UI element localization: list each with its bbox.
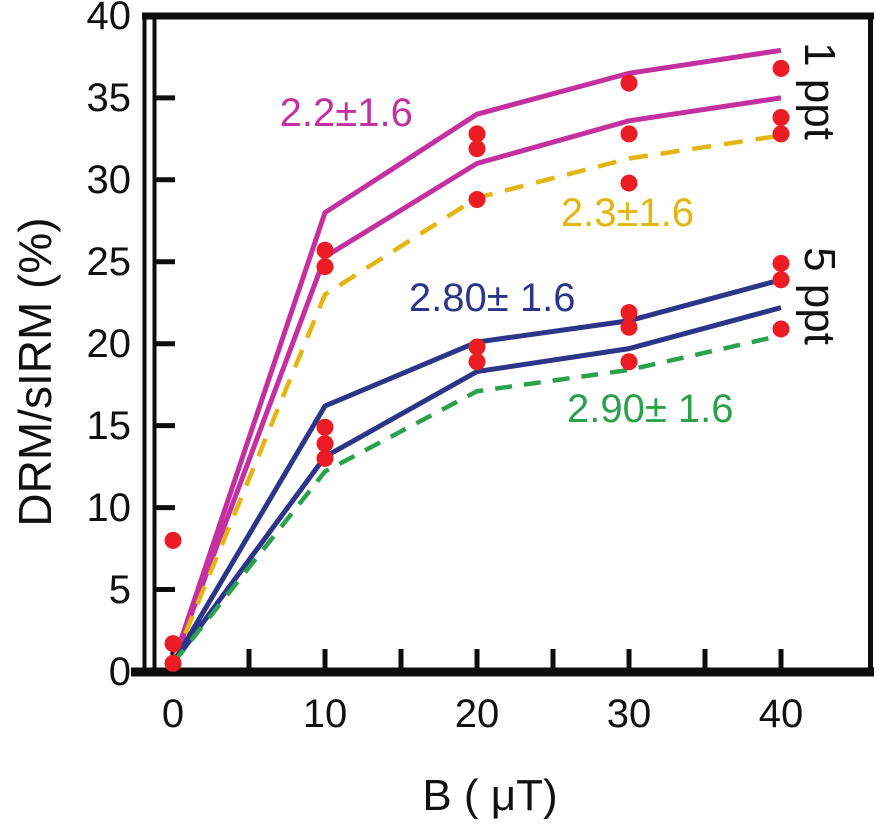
data-point [468,338,486,356]
y-tick-label: 10 [86,485,132,530]
series-line-1 [170,47,782,665]
x-axis-title: B ( μT) [422,771,558,820]
data-point [468,140,486,158]
data-point [316,258,334,276]
data-point [468,190,486,208]
y-tick-label: 5 [108,567,131,612]
annotation-1ppt-upper-value: 2.2±1.6 [279,90,413,135]
data-point [468,125,486,143]
y-tick-label: 25 [86,239,132,284]
data-point [316,418,334,436]
data-point [620,74,638,92]
y-tick-label: 40 [86,0,132,38]
data-point [772,254,790,272]
annotation-group-label-5ppt: 5 ppt [795,247,844,346]
series-line-6 [171,333,782,665]
data-point [316,435,334,453]
data-point [620,125,638,143]
data-point [772,109,790,127]
annotation-5ppt-fit-value: 2.90± 1.6 [567,387,734,432]
y-tick-label: 20 [86,321,132,366]
data-point [164,654,182,672]
y-tick-label: 15 [86,403,132,448]
data-point [772,320,790,338]
data-point [772,271,790,289]
y-tick-label-zero: 0 [108,649,131,694]
x-tick-label: 30 [606,692,652,736]
data-point [620,304,638,322]
y-tick-label: 35 [86,75,132,120]
data-point [164,635,182,653]
data-point [772,125,790,143]
data-point [620,174,638,192]
data-point [316,449,334,467]
annotation-5ppt-upper-value: 2.80± 1.6 [408,275,576,320]
x-tick-label: 40 [758,692,804,736]
y-tick-label: 30 [86,157,132,202]
data-point [620,353,638,371]
data-point [164,531,182,549]
data-point [620,318,638,336]
series-line-2 [170,95,782,665]
series-line-4 [170,277,782,665]
x-tick-label: 20 [454,692,500,736]
annotation-group-label-1ppt: 1 ppt [795,42,844,141]
data-point [468,353,486,371]
data-point [316,241,334,259]
x-tick-label: 0 [161,692,185,736]
x-tick-label: 10 [302,692,348,736]
series-line-5 [170,305,782,665]
data-point [772,59,790,77]
annotation-1ppt-fit-value: 2.3±1.6 [560,190,695,235]
